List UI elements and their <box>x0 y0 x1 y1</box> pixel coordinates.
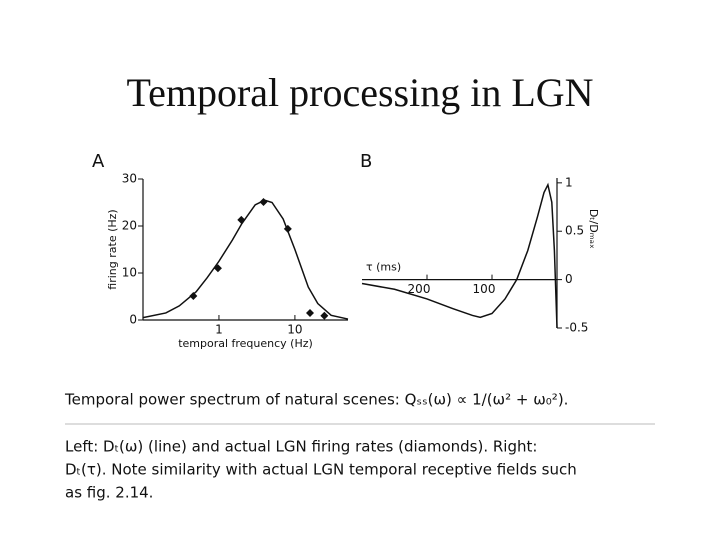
caption-line: Dₜ(τ). Note similarity with actual LGN t… <box>65 461 577 479</box>
data-point <box>213 264 222 273</box>
slide-title: Temporal processing in LGN <box>126 70 593 115</box>
x-tick-label: 10 <box>287 323 302 337</box>
y-tick-label: 1 <box>565 175 573 189</box>
caption-line: as fig. 2.14. <box>65 484 153 502</box>
data-point <box>237 215 246 224</box>
y-tick-label: 0.5 <box>565 224 584 238</box>
x-tick-label: 200 <box>408 282 431 296</box>
x-tick-label: 100 <box>473 282 496 296</box>
data-point <box>189 292 198 301</box>
y-tick-label: 30 <box>122 172 137 186</box>
y-axis-label: firing rate (Hz) <box>106 209 119 289</box>
y-tick-label: -0.5 <box>565 321 588 335</box>
y-tick-label: 0 <box>129 313 137 327</box>
caption-line: Temporal power spectrum of natural scene… <box>64 391 568 409</box>
y-axis-label: Dₜ/Dₘₐₓ <box>587 209 600 249</box>
x-axis-label: τ (ms) <box>366 261 401 274</box>
data-point <box>305 308 314 317</box>
data-point <box>320 311 329 320</box>
x-tick-label: 1 <box>215 323 223 337</box>
y-tick-label: 20 <box>122 219 137 233</box>
caption-line: Left: Dₜ(ω) (line) and actual LGN firing… <box>65 438 537 456</box>
x-axis-label: temporal frequency (Hz) <box>178 337 313 350</box>
data-point <box>283 224 292 233</box>
y-tick-label: 10 <box>122 266 137 280</box>
data-line <box>361 182 558 329</box>
data-point <box>259 198 268 207</box>
panel-label: A <box>92 151 105 172</box>
data-line <box>142 199 349 320</box>
y-tick-label: 0 <box>565 272 573 286</box>
panel-label: B <box>360 151 372 172</box>
